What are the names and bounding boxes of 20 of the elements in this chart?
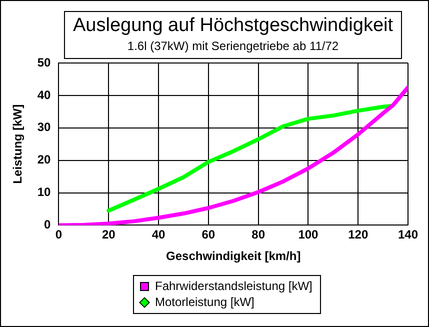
chart-subtitle: 1.6l (37kW) mit Seriengetriebe ab 11/72 bbox=[126, 39, 340, 53]
y-tick-label: 20 bbox=[37, 152, 52, 167]
x-tick-label: 60 bbox=[202, 228, 216, 242]
y-tick-label: 30 bbox=[37, 120, 52, 134]
x-tick-label: 20 bbox=[102, 228, 116, 242]
x-tick-label: 0 bbox=[55, 228, 62, 242]
y-tick-label: 10 bbox=[37, 185, 52, 200]
y-tick-label: 50 bbox=[37, 55, 52, 70]
chart-title: Auslegung auf Höchstgeschwindigkeit bbox=[72, 15, 394, 37]
y-axis-title: Leistung [kW] bbox=[10, 104, 25, 184]
legend-label: Motorleistung [kW] bbox=[155, 295, 254, 309]
y-tick-label: 0 bbox=[44, 218, 52, 232]
x-tick-label: 140 bbox=[398, 228, 418, 242]
x-tick-label: 120 bbox=[348, 228, 368, 242]
y-tick-label: 40 bbox=[37, 88, 52, 102]
x-tick-label: 40 bbox=[152, 228, 166, 242]
x-tick-label: 100 bbox=[298, 228, 319, 242]
x-axis-title: Geschwindigkeit [km/h] bbox=[166, 249, 301, 264]
legend-label: Fahrwiderstandsleistung [kW] bbox=[155, 279, 312, 293]
x-tick-label: 80 bbox=[252, 228, 266, 242]
